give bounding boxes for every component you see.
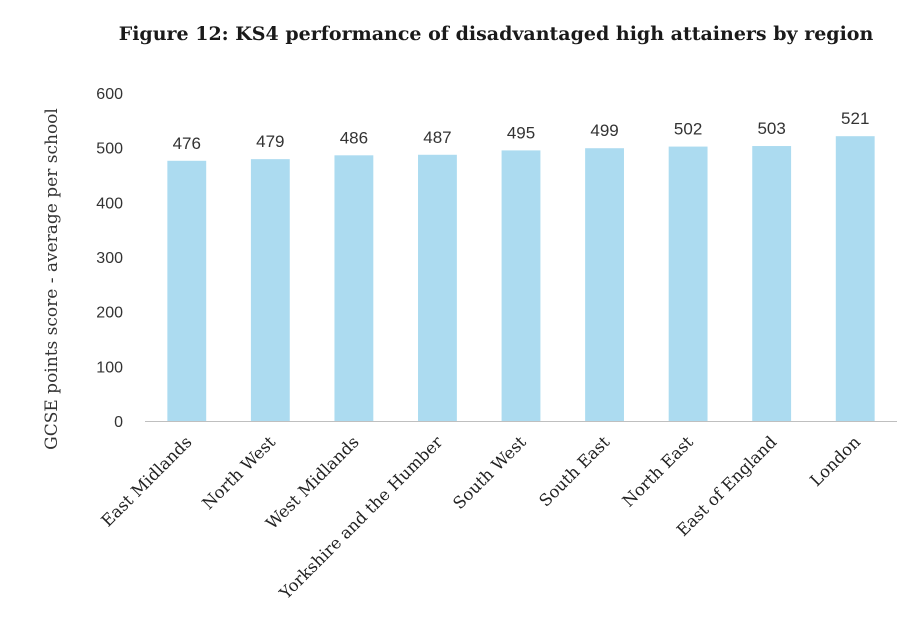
x-tick-label: Yorkshire and the Humber (275, 432, 446, 603)
x-tick-label: North East (619, 432, 698, 511)
y-tick-label: 0 (114, 414, 123, 431)
x-tick-label: South West (449, 432, 530, 513)
data-label: 487 (423, 128, 451, 147)
bar (752, 146, 792, 421)
y-tick-label: 400 (96, 195, 123, 212)
data-label: 499 (590, 121, 618, 140)
data-label: 503 (757, 119, 785, 138)
x-tick-label: North West (198, 432, 279, 513)
data-label: 486 (340, 128, 368, 147)
bar (167, 160, 207, 421)
bar (334, 155, 374, 421)
data-label: 521 (841, 109, 869, 128)
bar (250, 159, 290, 421)
data-label: 502 (674, 120, 702, 139)
bar (418, 154, 457, 422)
y-tick-label: 500 (96, 141, 123, 158)
bar (668, 146, 708, 421)
data-label: 479 (256, 132, 284, 151)
chart-title: Figure 12: KS4 performance of disadvanta… (119, 23, 874, 45)
data-label: 495 (507, 123, 535, 142)
y-axis-label: GCSE points score - average per school (42, 108, 62, 450)
data-label: 476 (173, 134, 201, 153)
data-labels: 476 479 486 487 495 499 502 503 521 (173, 109, 870, 153)
y-tick-label: 100 (96, 359, 123, 376)
x-tick-label: East Midlands (98, 432, 196, 530)
x-tick-label: London (806, 432, 864, 490)
y-axis-ticks: 0 100 200 300 400 500 600 (96, 86, 123, 431)
y-tick-label: 200 (96, 305, 123, 322)
y-tick-label: 300 (96, 250, 123, 267)
bars (167, 136, 875, 422)
bar (501, 150, 541, 421)
x-tick-label: South East (535, 432, 613, 510)
bar (835, 136, 875, 422)
bar (585, 148, 624, 422)
y-tick-label: 600 (96, 86, 123, 103)
